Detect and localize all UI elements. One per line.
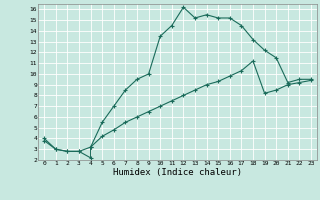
X-axis label: Humidex (Indice chaleur): Humidex (Indice chaleur) [113,168,242,177]
